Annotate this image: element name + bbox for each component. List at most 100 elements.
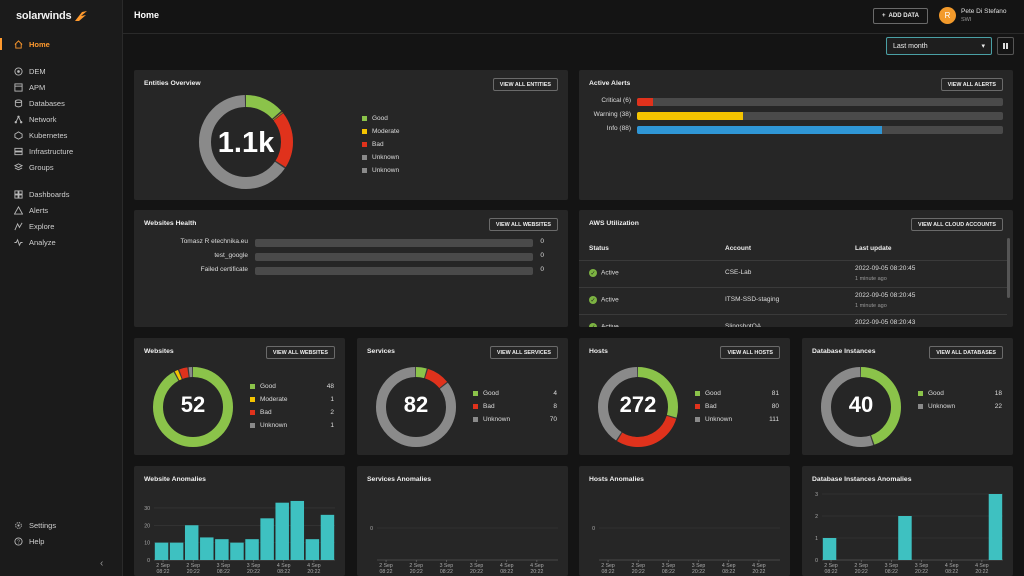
sidebar-item-analyze[interactable]: Analyze xyxy=(0,234,123,250)
sidebar-item-settings[interactable]: Settings xyxy=(0,517,123,533)
sidebar-item-label: Home xyxy=(29,39,50,49)
sidebar-item-infrastructure[interactable]: Infrastructure xyxy=(0,143,123,159)
donut-segment xyxy=(598,367,678,447)
x-tick-label: 2 Sep xyxy=(631,563,645,569)
sidebar-item-apm[interactable]: APM xyxy=(0,79,123,95)
view-all-database-instances-button[interactable]: VIEW ALL DATABASES xyxy=(929,346,1003,359)
view-all-alerts-button[interactable]: VIEW ALL ALERTS xyxy=(940,78,1003,91)
sidebar-item-label: Settings xyxy=(29,520,57,530)
alert-bar[interactable] xyxy=(637,126,1003,134)
top-bar: Home + ADD DATA R Pete Di Stefano SWI xyxy=(123,0,1024,34)
y-tick-label: 0 xyxy=(815,558,818,564)
alert-bar-fill xyxy=(637,98,654,106)
x-tick-label: 2 Sep xyxy=(379,563,393,569)
x-tick-label: 20:22 xyxy=(187,569,200,575)
sidebar-item-home[interactable]: Home xyxy=(0,36,123,52)
sidebar-item-label: Kubernetes xyxy=(29,130,68,140)
anomaly-bar xyxy=(305,539,320,560)
view-all-websites-button[interactable]: VIEW ALL WEBSITES xyxy=(488,218,558,231)
legend-swatch xyxy=(695,391,700,396)
table-row[interactable]: ✓ Active SlingshotQA 2022-09-05 08:20:43 xyxy=(579,314,1007,327)
alert-bar[interactable] xyxy=(637,112,1003,120)
legend-swatch xyxy=(250,397,255,402)
sidebar-item-dem[interactable]: DEM xyxy=(0,63,123,79)
x-tick-label: 3 Sep xyxy=(440,563,454,569)
collapse-sidebar-button[interactable]: ‹ xyxy=(100,558,104,569)
legend-label: Unknown xyxy=(705,416,733,423)
website-health-bar[interactable] xyxy=(255,253,533,261)
last-update-relative: 1 minute ago xyxy=(855,276,887,282)
pause-button[interactable] xyxy=(997,37,1014,55)
legend-value: 2 xyxy=(330,409,334,416)
add-data-button[interactable]: + ADD DATA xyxy=(873,8,928,24)
x-tick-label: 08:22 xyxy=(825,569,838,575)
anomaly-bar xyxy=(320,514,335,560)
sidebar-item-help[interactable]: ? Help xyxy=(0,533,123,549)
legend-item: Good 48 xyxy=(250,380,334,393)
view-all-websites-button[interactable]: VIEW ALL WEBSITES xyxy=(265,346,335,359)
x-tick-label: 2 Sep xyxy=(824,563,838,569)
groups-icon xyxy=(14,162,23,172)
x-tick-label: 20:22 xyxy=(247,569,260,575)
sidebar-item-kubernetes[interactable]: Kubernetes xyxy=(0,127,123,143)
database-instances-anomalies-chart-panel: Database Instances Anomalies 0 1 2 3 2 Sep 08:… xyxy=(802,466,1013,576)
database-instances-legend: Good 18 Unknown 22 xyxy=(918,387,1002,413)
anomaly-bar xyxy=(260,518,274,560)
database-icon xyxy=(14,98,23,108)
view-all-hosts-button[interactable]: VIEW ALL HOSTS xyxy=(720,346,780,359)
last-update-cell: 2022-09-05 08:20:43 xyxy=(855,319,916,326)
table-row[interactable]: ✓ Active CSE-Lab 2022-09-05 08:20:45 1 minut… xyxy=(579,260,1007,287)
alert-label: Critical (6) xyxy=(601,97,631,104)
user-name: Pete Di Stefano xyxy=(961,8,1007,15)
sidebar-item-databases[interactable]: Databases xyxy=(0,95,123,111)
x-tick-label: 2 Sep xyxy=(854,563,868,569)
x-tick-label: 3 Sep xyxy=(662,563,676,569)
legend-item: Bad 8 xyxy=(473,400,557,413)
website-health-value: 0 xyxy=(540,238,544,245)
sidebar-item-label: Help xyxy=(29,536,45,546)
view-all-entities-button[interactable]: VIEW ALL ENTITIES xyxy=(492,78,558,91)
x-tick-label: 08:22 xyxy=(380,569,393,575)
table-row[interactable]: ✓ Active ITSM-SSD-staging 2022-09-05 08:20:… xyxy=(579,287,1007,314)
sidebar-item-label: Alerts xyxy=(29,205,49,215)
view-all-services-button[interactable]: VIEW ALL SERVICES xyxy=(489,346,558,359)
apm-icon xyxy=(14,82,23,92)
y-tick-label: 20 xyxy=(144,523,150,529)
website-health-bar[interactable] xyxy=(255,267,533,275)
website-health-bar[interactable] xyxy=(255,239,533,247)
legend-swatch xyxy=(918,391,923,396)
legend-swatch xyxy=(473,404,478,409)
x-tick-label: 08:22 xyxy=(157,569,170,575)
panel-title: Active Alerts xyxy=(589,80,631,87)
brand-logo[interactable]: solarwinds xyxy=(16,10,88,22)
x-tick-label: 20:22 xyxy=(410,569,423,575)
gear-icon xyxy=(14,521,23,530)
sidebar-item-explore[interactable]: Explore xyxy=(0,218,123,234)
donut-segment xyxy=(598,367,678,447)
chevron-down-icon: ▾ xyxy=(981,43,985,50)
scrollbar[interactable] xyxy=(1007,238,1010,298)
hosts-anomalies-chart-panel: Hosts Anomalies 0 2 Sep 08:22 2 Sep 20:22 3 Se… xyxy=(579,466,790,576)
x-tick-label: 08:22 xyxy=(277,569,290,575)
sidebar-item-label: Infrastructure xyxy=(29,146,74,156)
alert-bar[interactable] xyxy=(637,98,1003,106)
legend-value: 80 xyxy=(771,403,779,410)
x-tick-label: 20:22 xyxy=(470,569,483,575)
sidebar-item-groups[interactable]: Groups xyxy=(0,159,123,175)
legend-item: Bad xyxy=(362,138,399,151)
account-cell: SlingshotQA xyxy=(725,323,762,327)
status-text: Active xyxy=(601,269,619,277)
y-tick-label: 2 xyxy=(815,514,818,520)
view-all-cloud-accounts-button[interactable]: VIEW ALL CLOUD ACCOUNTS xyxy=(911,218,1003,231)
panel-title: Services xyxy=(367,348,395,355)
alert-bar-fill xyxy=(637,112,744,120)
sidebar-item-network[interactable]: Network xyxy=(0,111,123,127)
account-cell: CSE-Lab xyxy=(725,269,752,276)
websites-legend: Good 48 Moderate 1 Bad 2 Unknown 1 xyxy=(250,380,334,432)
period-select[interactable]: Last month ▾ xyxy=(886,37,992,55)
sidebar-item-dashboards[interactable]: Dashboards xyxy=(0,186,123,202)
donut-segment xyxy=(598,367,678,447)
active-alerts-panel: Active Alerts VIEW ALL ALERTS Critical (… xyxy=(579,70,1013,200)
avatar[interactable]: R xyxy=(939,7,956,24)
sidebar-item-alerts[interactable]: Alerts xyxy=(0,202,123,218)
